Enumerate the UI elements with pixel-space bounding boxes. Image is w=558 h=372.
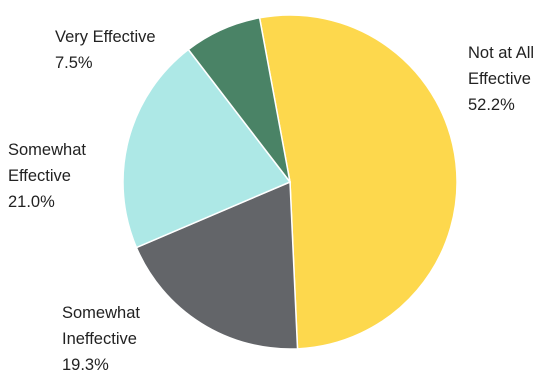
slice-label-not-at-all-effective-line2: Effective (468, 70, 531, 88)
slice-value-not-at-all-effective: 52.2% (468, 96, 515, 114)
pie-slice-somewhat-effective (122, 48, 292, 249)
slice-label-not-at-all-effective-line1: Not at All (468, 44, 534, 62)
pie-slice-somewhat-ineffective (135, 180, 299, 350)
slice-value-somewhat-ineffective: 19.3% (62, 356, 109, 372)
slice-label-somewhat-effective-line2: Effective (8, 167, 71, 185)
slice-label-somewhat-effective-line1: Somewhat (8, 141, 86, 159)
pie-slice-not-at-all-effective (258, 14, 458, 350)
slice-value-very-effective: 7.5% (55, 54, 93, 72)
slice-label-very-effective: Very Effective (55, 28, 156, 46)
pie-slices (122, 14, 458, 350)
slice-label-somewhat-ineffective-line1: Somewhat (62, 304, 140, 322)
slice-value-somewhat-effective: 21.0% (8, 193, 55, 211)
pie-slice-very-effective (187, 16, 291, 183)
slice-label-somewhat-ineffective-line2: Ineffective (62, 330, 137, 348)
